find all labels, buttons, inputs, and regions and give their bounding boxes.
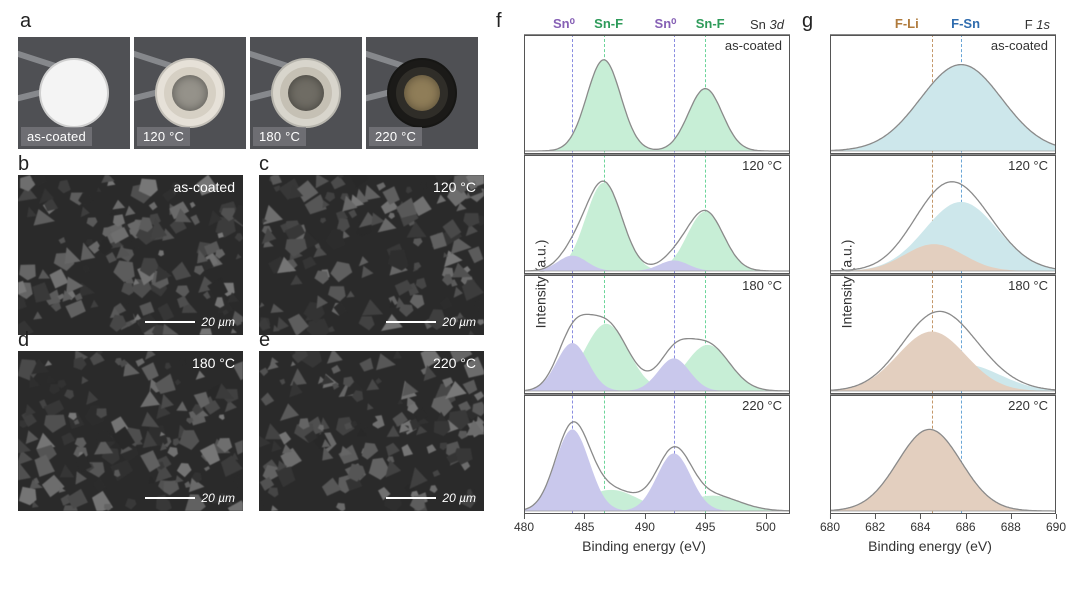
subplot: as-coatedF 1s — [830, 34, 1056, 154]
sem-cell: e220 °C20 µm — [259, 351, 488, 511]
x-tick: 690 — [1046, 520, 1066, 534]
condition-label: as-coated — [725, 38, 782, 53]
subplot: 180 °C — [524, 274, 790, 394]
sem-cell: c120 °C20 µm — [259, 175, 488, 335]
figure: a as-coated 120 °C 180 °C 220 °C b as-coated… — [0, 0, 1080, 602]
photo-caption: 120 °C — [137, 127, 190, 146]
condition-label: 120 °C — [742, 158, 782, 173]
left-column: a as-coated 120 °C 180 °C 220 °C b as-coated… — [18, 10, 488, 592]
scalebar: 20 µm — [386, 315, 476, 329]
subplot: 220 °C — [524, 394, 790, 514]
orbital-label: Sn 3d — [750, 17, 784, 32]
xps-panel-g: g Intensity (a.u.) F-LiF-Snas-coatedF 1s… — [800, 10, 1060, 592]
xlabel-g: Binding energy (eV) — [800, 538, 1060, 554]
species-label: F-Li — [895, 16, 919, 31]
species-label: Sn⁰ — [655, 16, 677, 32]
condition-label: 180 °C — [1008, 278, 1048, 293]
photo-tile: 180 °C — [250, 37, 362, 149]
x-tick: 495 — [695, 520, 715, 534]
x-tick: 686 — [956, 520, 976, 534]
x-tick: 480 — [514, 520, 534, 534]
x-tick: 682 — [865, 520, 885, 534]
condition-label: 120 °C — [1008, 158, 1048, 173]
subplot: 120 °C — [830, 154, 1056, 274]
panel-c-label: c — [259, 153, 269, 176]
panel-e-label: e — [259, 329, 270, 352]
sem-cell: bas-coated20 µm — [18, 175, 247, 335]
x-tick: 684 — [910, 520, 930, 534]
sem-condition-label: 120 °C — [433, 179, 476, 195]
x-tick: 490 — [635, 520, 655, 534]
sem-grid: bas-coated20 µmc120 °C20 µmd180 °C20 µme… — [18, 175, 488, 511]
sem-condition-label: as-coated — [174, 179, 235, 195]
panel-b-label: b — [18, 153, 29, 176]
subplot: 120 °C — [524, 154, 790, 274]
sem-cell: d180 °C20 µm — [18, 351, 247, 511]
x-tick: 680 — [820, 520, 840, 534]
species-label: F-Sn — [951, 16, 980, 31]
photo-tile: 220 °C — [366, 37, 478, 149]
photo-caption: as-coated — [21, 127, 92, 146]
orbital-label: F 1s — [1025, 17, 1050, 32]
photo-caption: 220 °C — [369, 127, 422, 146]
photo-tile: as-coated — [18, 37, 130, 149]
condition-label: 180 °C — [742, 278, 782, 293]
chart-f-box: Intensity (a.u.) Sn⁰Sn-FSn⁰Sn-Fas-coated… — [524, 34, 790, 534]
condition-label: as-coated — [991, 38, 1048, 53]
panel-a-label: a — [20, 10, 488, 33]
scalebar: 20 µm — [145, 315, 235, 329]
photo-tile: 120 °C — [134, 37, 246, 149]
species-label: Sn⁰ — [553, 16, 575, 32]
scalebar: 20 µm — [386, 491, 476, 505]
subplot: as-coatedSn 3d — [524, 34, 790, 154]
subplot: 220 °C — [830, 394, 1056, 514]
xps-panel-f: f Intensity (a.u.) Sn⁰Sn-FSn⁰Sn-Fas-coat… — [494, 10, 794, 592]
subplot: 180 °C — [830, 274, 1056, 394]
xlabel-f: Binding energy (eV) — [494, 538, 794, 554]
sem-condition-label: 220 °C — [433, 355, 476, 371]
condition-label: 220 °C — [1008, 398, 1048, 413]
panel-d-label: d — [18, 329, 29, 352]
chart-g-box: Intensity (a.u.) F-LiF-Snas-coatedF 1s12… — [830, 34, 1056, 534]
x-tick: 500 — [756, 520, 776, 534]
panel-a-photos: as-coated 120 °C 180 °C 220 °C — [18, 37, 488, 149]
species-label: Sn-F — [696, 16, 725, 31]
x-tick: 485 — [574, 520, 594, 534]
panel-g-label: g — [802, 10, 1060, 32]
photo-caption: 180 °C — [253, 127, 306, 146]
x-tick: 688 — [1001, 520, 1021, 534]
condition-label: 220 °C — [742, 398, 782, 413]
species-label: Sn-F — [594, 16, 623, 31]
scalebar: 20 µm — [145, 491, 235, 505]
sem-condition-label: 180 °C — [192, 355, 235, 371]
